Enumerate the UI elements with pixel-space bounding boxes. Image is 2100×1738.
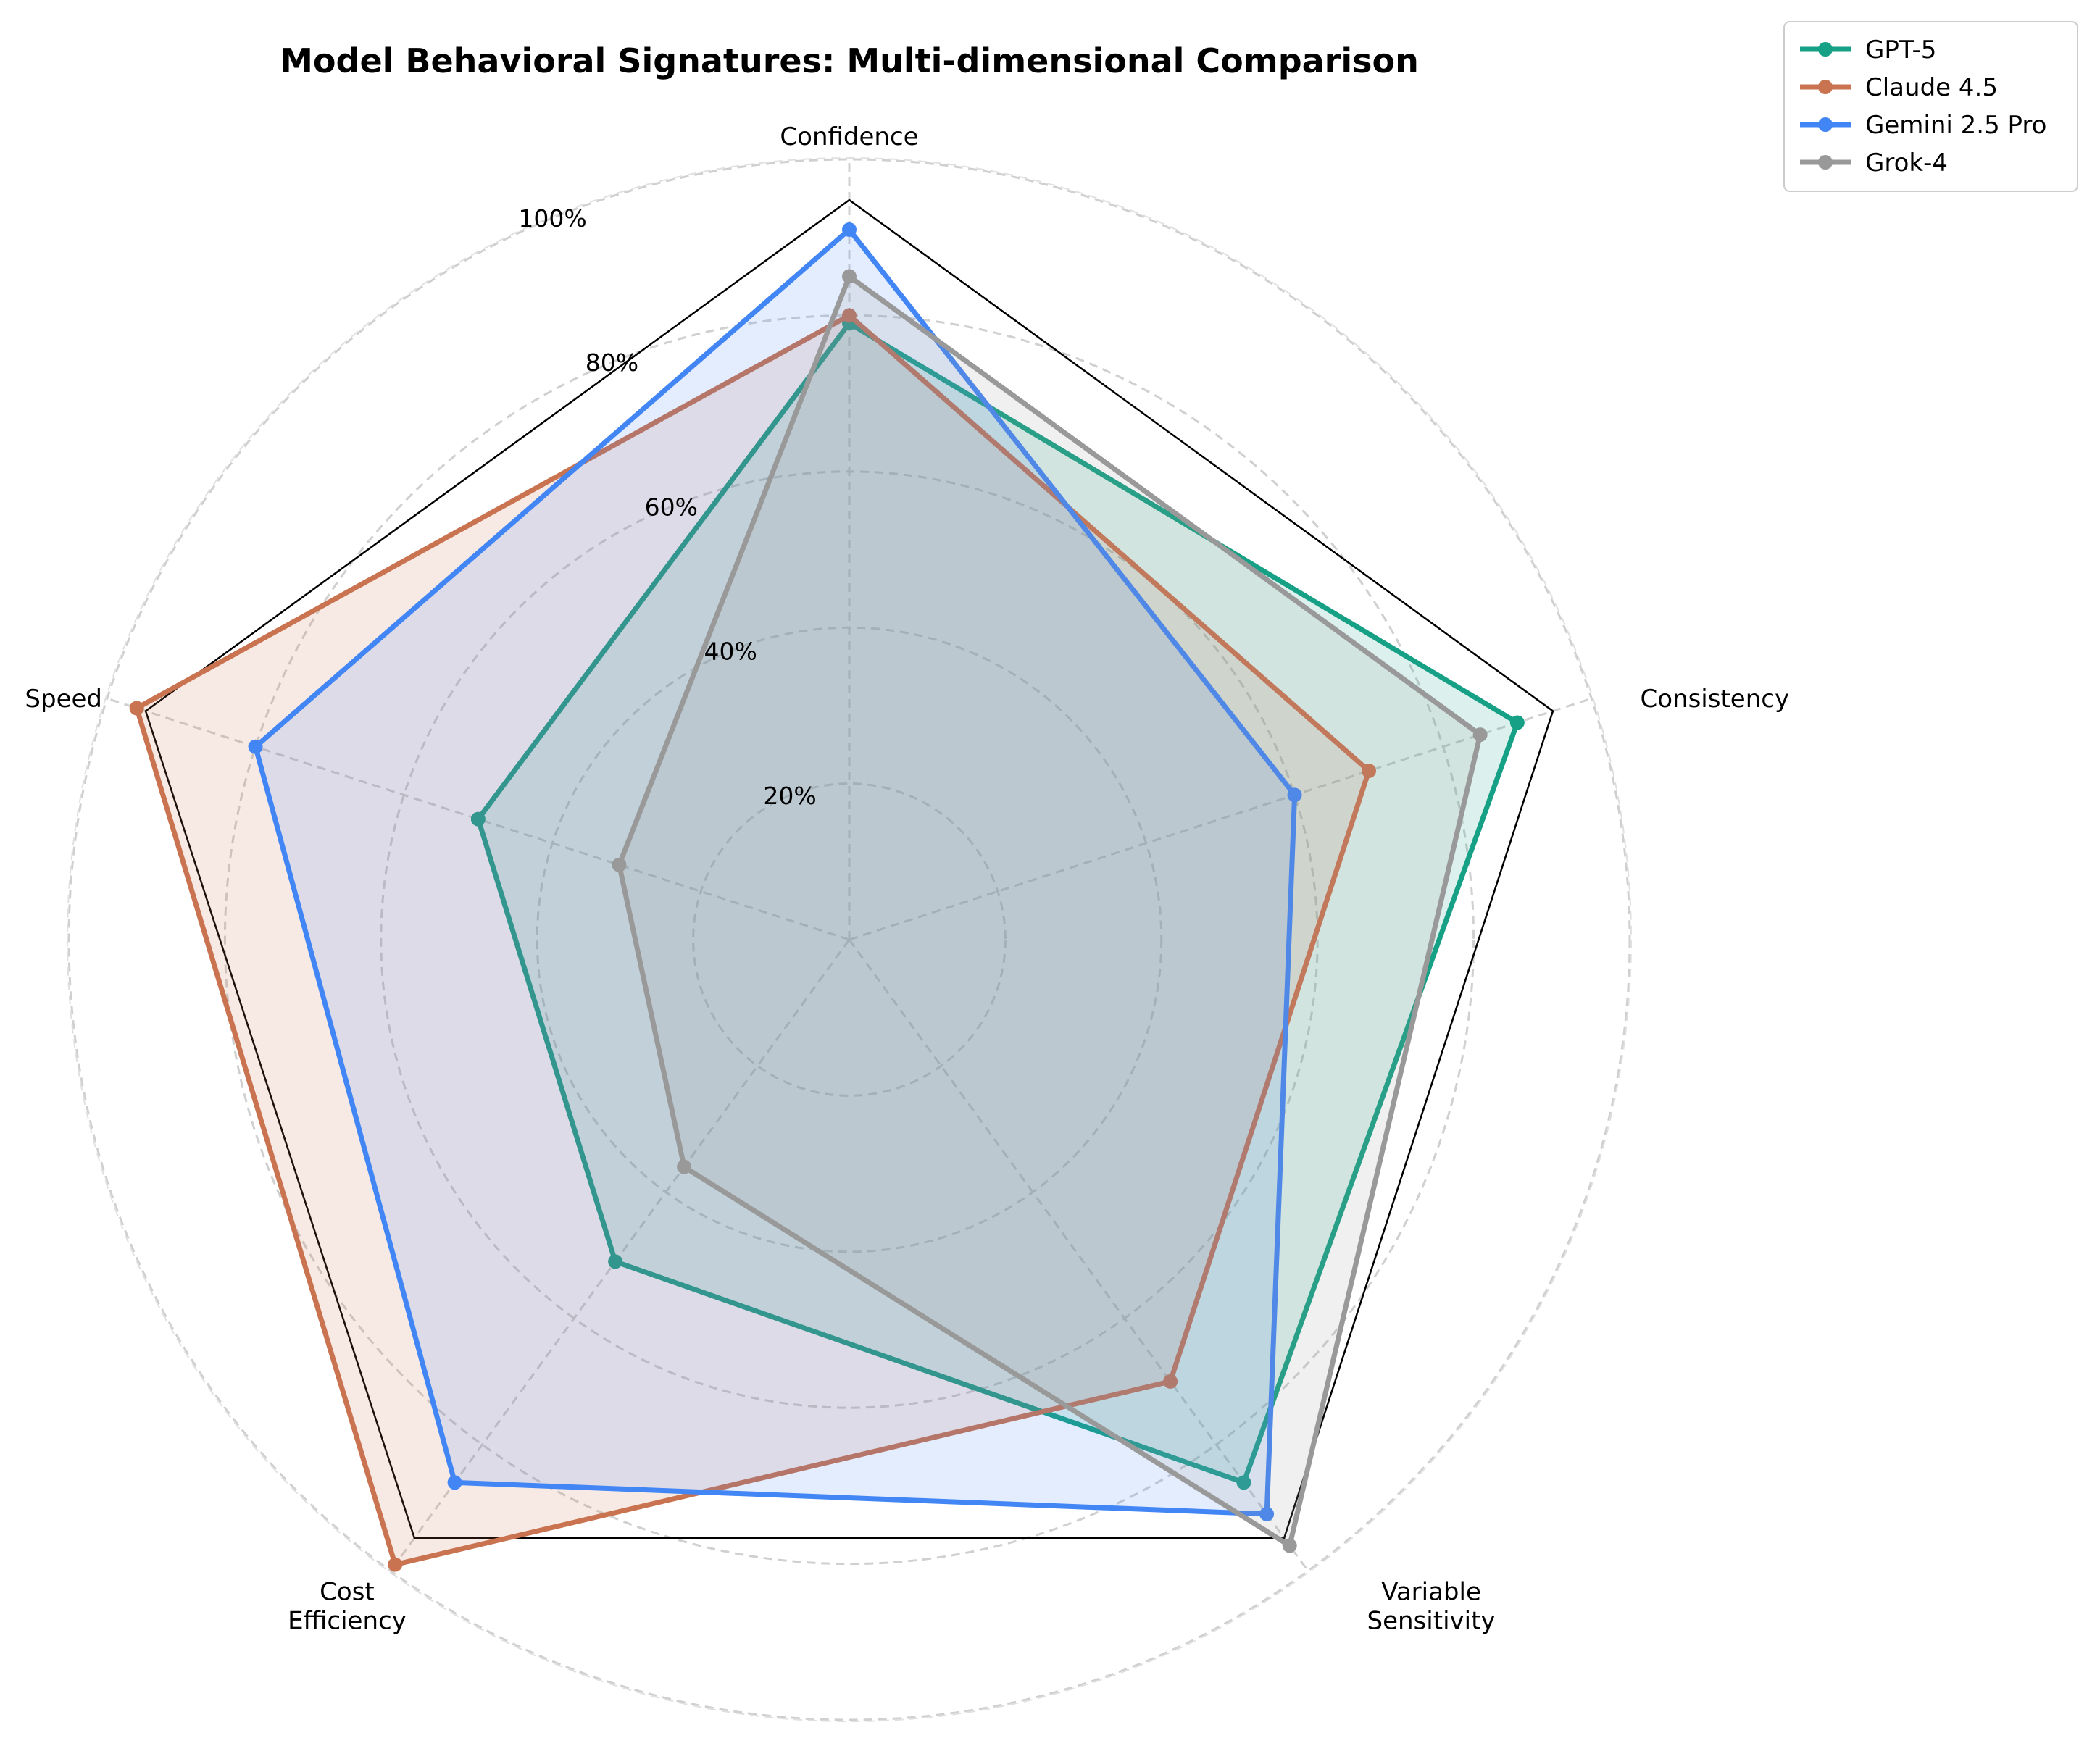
legend-marker (1818, 80, 1833, 94)
legend-item: Grok-4 (1800, 149, 1948, 177)
axis-label: Cost Efficiency (288, 1577, 407, 1635)
data-point (842, 222, 857, 237)
radial-tick-labels: 20% 40% 60% 80% 100% (518, 204, 816, 810)
data-point (1282, 1538, 1297, 1553)
grid-ring (223, 314, 1475, 1566)
data-point (1362, 764, 1377, 779)
data-point (608, 1254, 623, 1269)
data-point (1236, 1475, 1251, 1490)
legend: GPT-5 Claude 4.5 Gemini 2.5 Pro Grok-4 (1783, 21, 2078, 192)
tick-label: 20% (763, 782, 816, 810)
legend-label: Grok-4 (1865, 149, 1948, 177)
series-line (617, 274, 1483, 1548)
series-gpt-5 (470, 316, 1525, 1490)
data-point (129, 701, 144, 716)
tick-label: 40% (704, 638, 757, 666)
data-point (248, 739, 263, 754)
legend-item: Gemini 2.5 Pro (1800, 111, 2046, 140)
radar-frame (144, 199, 1554, 1539)
series-fill (255, 229, 1295, 1514)
data-point (470, 811, 486, 827)
legend-marker (1818, 117, 1833, 132)
data-point (1472, 727, 1488, 743)
axis-labels: Confidence Consistency Variable Sensitivity… (25, 122, 1789, 1635)
data-point (1287, 787, 1302, 803)
series-fill (478, 323, 1517, 1483)
series-fill (136, 315, 1370, 1565)
series-claude-4-5 (129, 308, 1377, 1572)
series-line (134, 312, 1372, 1568)
data-point (612, 857, 627, 872)
legend-label: GPT-5 (1865, 35, 1936, 64)
data-point (388, 1557, 403, 1572)
legend-box (1783, 21, 2078, 192)
axis-label: Consistency (1640, 685, 1789, 714)
data-point (842, 308, 857, 323)
data-point (1259, 1506, 1275, 1521)
data-point (842, 269, 857, 284)
axis-label: Speed (25, 685, 102, 714)
legend-label: Gemini 2.5 Pro (1865, 111, 2046, 140)
grid-ring (692, 782, 1007, 1097)
series-line (253, 227, 1298, 1517)
series-line (475, 320, 1520, 1485)
axis-label: Confidence (780, 122, 918, 151)
legend-marker (1818, 155, 1833, 170)
series-grok-4 (612, 269, 1488, 1553)
data-point (447, 1475, 462, 1490)
legend-marker (1818, 42, 1833, 57)
grid-ring-outer (67, 157, 1632, 1722)
tick-label: 100% (518, 204, 586, 233)
tick-label: 60% (645, 493, 698, 521)
legend-item: Claude 4.5 (1800, 73, 1998, 102)
axis-label: Variable Sensitivity (1367, 1577, 1496, 1635)
grid-ring (67, 158, 1631, 1721)
tick-label: 80% (586, 348, 638, 377)
series-gemini-2-5-pro (248, 222, 1302, 1521)
data-point (677, 1159, 692, 1174)
legend-item: GPT-5 (1800, 35, 1936, 64)
series-layer (129, 222, 1525, 1572)
legend-label: Claude 4.5 (1865, 73, 1998, 102)
chart-title: Model Behavioral Signatures: Multi-dimen… (280, 41, 1419, 80)
data-point (1509, 715, 1525, 730)
series-fill (619, 276, 1480, 1546)
data-point (1163, 1374, 1178, 1389)
